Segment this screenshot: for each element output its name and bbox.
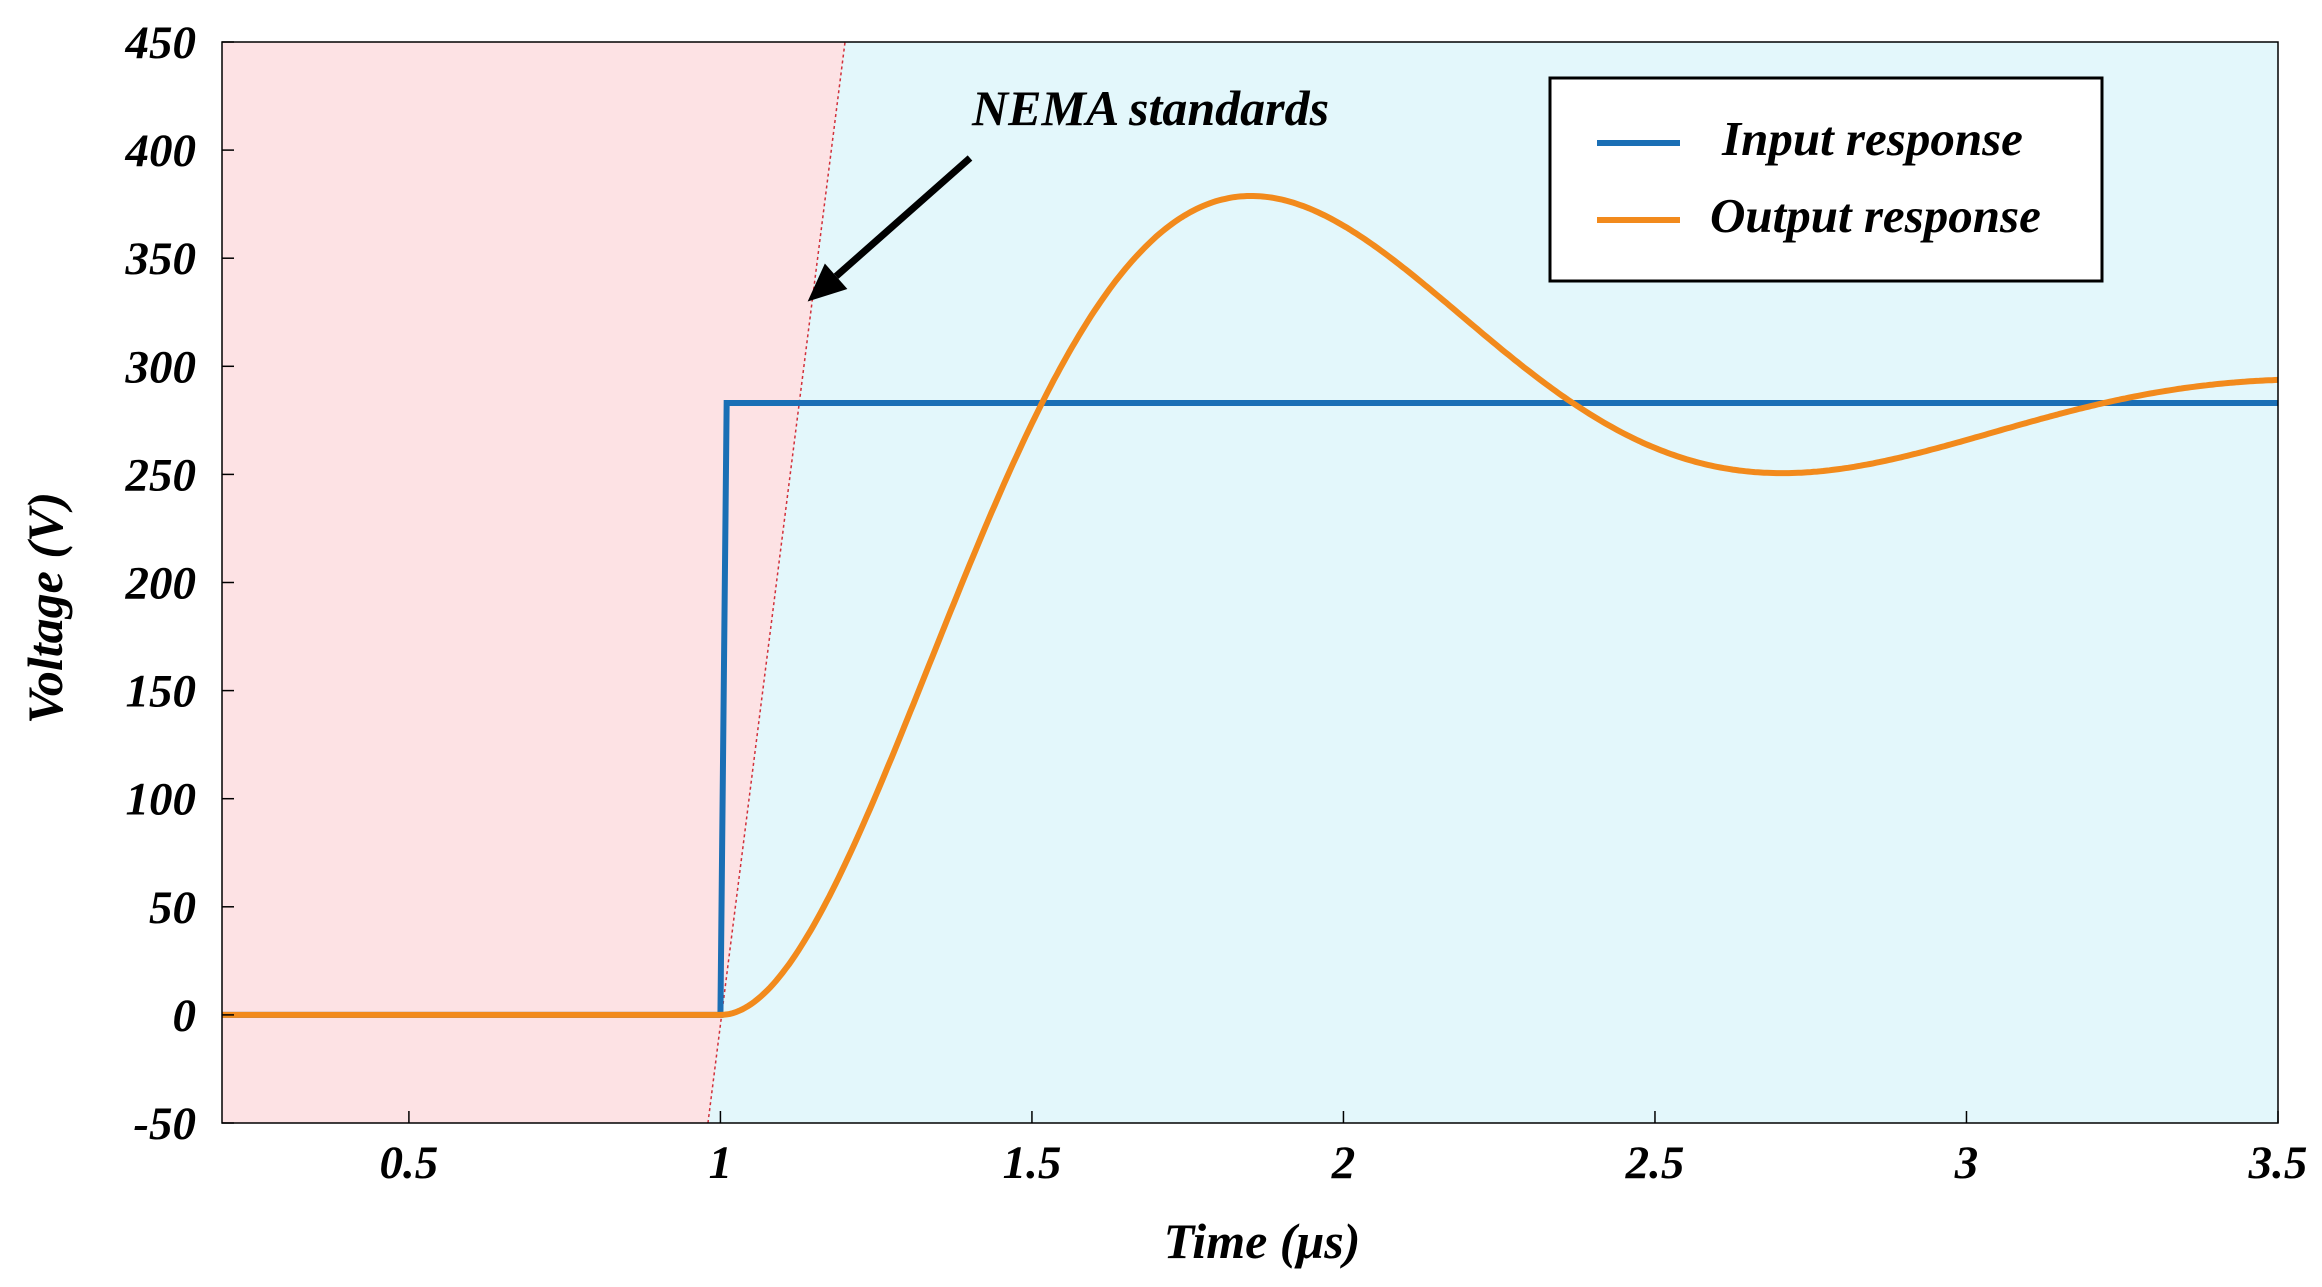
y-tick-label: -50	[133, 1098, 196, 1150]
x-tick-label: 3.5	[2248, 1137, 2308, 1189]
legend: Input response Output response	[1548, 76, 2104, 283]
y-tick-label: 100	[126, 774, 197, 826]
annotation-arrow-head	[807, 263, 848, 302]
annotation: NEMA standards	[807, 80, 1329, 302]
y-tick-label: 300	[125, 341, 197, 393]
y-tick-label: 450	[125, 17, 197, 69]
axis-ticks: 0.5 1 1.5 2 2.5 3 3.5 -50 0 50 100 150 200 250 300 350 4…	[125, 17, 2308, 1189]
legend-label-output: Output response	[1710, 188, 2041, 243]
nema-annotation-label: NEMA standards	[971, 80, 1329, 136]
x-tick-label: 1.5	[1003, 1137, 1062, 1189]
x-tick-label: 3	[1954, 1137, 1979, 1189]
y-tick-label: 50	[149, 882, 196, 934]
series-output-response	[222, 193, 2279, 1018]
x-tick-label: 2	[1331, 1137, 1356, 1189]
region-outside-limit	[222, 42, 846, 1123]
y-axis-title: Voltage (V)	[17, 492, 73, 724]
series-layer	[222, 193, 2279, 1018]
y-tick-label: 0	[173, 990, 197, 1042]
legend-label-input: Input response	[1721, 111, 2023, 166]
y-tick-label: 400	[125, 125, 197, 177]
y-tick-label: 150	[126, 666, 197, 718]
x-tick-label: 1	[709, 1137, 733, 1189]
y-tick-label: 350	[125, 233, 197, 285]
nema-boundary-line	[707, 41, 846, 1124]
x-axis-title: Time (μs)	[1164, 1213, 1361, 1269]
x-tick-label: 2.5	[1625, 1137, 1685, 1189]
legend-box	[1548, 76, 2104, 283]
y-tick-label: 250	[125, 449, 197, 501]
annotation-arrow-shaft	[833, 155, 973, 279]
x-tick-label: 0.5	[380, 1137, 439, 1189]
y-tick-label: 200	[125, 558, 197, 610]
